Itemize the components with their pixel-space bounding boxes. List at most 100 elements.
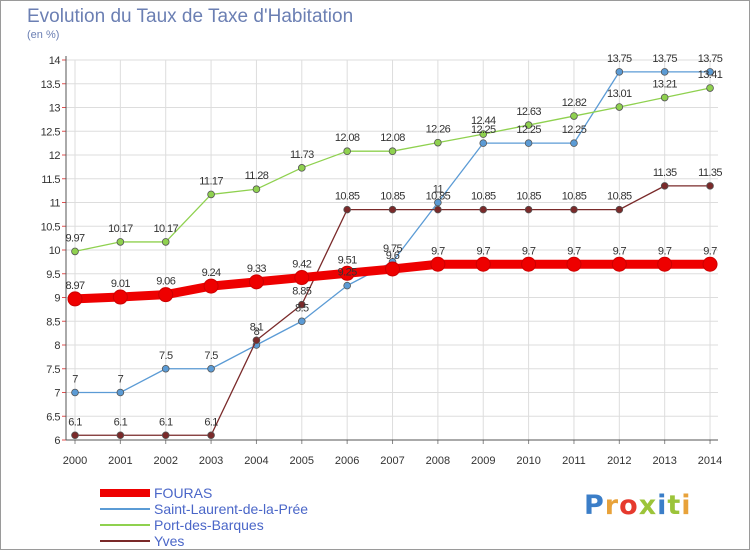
data-label-saint-laurent: 7 (72, 374, 78, 386)
y-tick-label: 6.5 (46, 411, 60, 423)
data-point-fouras (294, 270, 310, 286)
data-label-fouras: 9.06 (156, 276, 175, 288)
data-label-port-des-barques: 13.21 (652, 79, 677, 91)
data-label-port-des-barques: 11.28 (245, 170, 269, 182)
data-point-fouras (521, 256, 537, 272)
data-point-port-des-barques (297, 164, 306, 172)
data-label-port-des-barques: 12.08 (380, 132, 405, 144)
y-tick-label: 13.5 (41, 79, 61, 91)
data-point-fouras (158, 287, 174, 303)
data-label-port-des-barques: 12.08 (335, 132, 360, 144)
data-point-yves (252, 336, 261, 345)
legend-label-port-des-barques: Port-des-Barques (154, 517, 264, 533)
legend-swatch-port-des-barques (100, 524, 150, 526)
data-label-yves: 10.85 (380, 191, 405, 203)
data-point-yves (706, 182, 714, 190)
data-point-port-des-barques (615, 103, 624, 111)
y-tick-label: 12.5 (41, 126, 61, 138)
data-label-yves: 11.35 (698, 167, 722, 179)
y-tick-label: 10 (49, 245, 61, 257)
data-label-saint-laurent: 7 (118, 374, 124, 386)
data-point-port-des-barques (252, 185, 261, 194)
y-tick-label: 9 (54, 293, 60, 305)
y-tick-label: 7.5 (46, 364, 60, 376)
data-point-yves (615, 205, 624, 214)
data-point-port-des-barques (660, 93, 669, 102)
data-label-yves: 10.85 (562, 191, 587, 203)
data-label-port-des-barques: 13.01 (607, 88, 632, 100)
data-point-fouras (203, 278, 219, 294)
y-tick-label: 8.5 (46, 316, 60, 328)
data-label-port-des-barques: 10.17 (108, 223, 133, 235)
data-point-saint-laurent (479, 139, 488, 147)
data-point-saint-laurent (297, 317, 306, 326)
data-label-yves: 10.85 (426, 191, 451, 203)
data-point-fouras (702, 256, 718, 272)
data-label-saint-laurent: 12.25 (471, 124, 496, 136)
x-tick-label: 2009 (471, 455, 495, 467)
data-point-saint-laurent (71, 388, 79, 397)
x-tick-label: 2013 (652, 455, 676, 467)
data-label-saint-laurent: 7.5 (204, 350, 218, 362)
y-tick-label: 8 (54, 340, 60, 352)
logo-letter: r (604, 490, 620, 521)
legend-swatch-saint-laurent (100, 508, 150, 510)
data-label-saint-laurent: 13.75 (698, 53, 723, 65)
logo-letter: t (667, 490, 682, 521)
data-point-fouras (112, 289, 128, 305)
data-label-port-des-barques: 10.17 (153, 223, 178, 235)
data-label-port-des-barques: 11.17 (199, 175, 223, 187)
data-label-fouras: 9.24 (202, 267, 221, 279)
data-label-saint-laurent: 12.25 (562, 124, 587, 136)
data-label-port-des-barques: 12.44 (471, 115, 496, 127)
data-label-saint-laurent: 7.5 (159, 350, 173, 362)
x-tick-label: 2005 (290, 455, 314, 467)
data-label-fouras: 9.7 (703, 245, 717, 257)
data-label-fouras: 9.33 (247, 263, 266, 275)
data-point-port-des-barques (116, 238, 125, 246)
data-point-yves (297, 300, 306, 309)
data-label-fouras: 9.7 (522, 245, 536, 257)
data-point-saint-laurent (161, 364, 170, 373)
data-label-saint-laurent: 9.25 (338, 267, 357, 279)
data-point-saint-laurent (116, 388, 125, 397)
y-tick-label: 11 (50, 198, 61, 210)
data-point-yves (524, 205, 533, 214)
data-point-yves (161, 431, 170, 440)
data-point-saint-laurent (615, 68, 624, 76)
x-tick-label: 2004 (244, 455, 268, 467)
data-point-port-des-barques (570, 112, 578, 120)
logo-letter: P (584, 490, 605, 521)
data-point-saint-laurent (207, 364, 215, 373)
proxiti-logo: Proxiti (584, 490, 692, 521)
data-label-fouras: 9.7 (658, 245, 672, 257)
x-tick-label: 2006 (335, 455, 359, 467)
data-point-saint-laurent (570, 139, 578, 147)
data-label-fouras: 9.01 (111, 278, 130, 290)
data-label-yves: 10.85 (335, 191, 360, 203)
data-label-port-des-barques: 11.73 (290, 149, 314, 161)
x-tick-label: 2010 (516, 455, 540, 467)
data-point-yves (434, 205, 442, 214)
y-tick-label: 13 (49, 103, 61, 115)
x-tick-label: 2014 (698, 455, 722, 467)
data-point-yves (116, 431, 125, 440)
data-point-yves (660, 182, 669, 190)
data-point-port-des-barques (161, 238, 170, 246)
data-label-yves: 11.35 (653, 167, 677, 179)
data-point-fouras (566, 256, 582, 272)
data-point-port-des-barques (343, 147, 351, 156)
data-label-saint-laurent: 12.25 (516, 124, 541, 136)
chart-subtitle: (en %) (27, 29, 60, 41)
data-point-port-des-barques (434, 138, 442, 147)
data-point-yves (388, 205, 397, 214)
data-label-saint-laurent: 8.5 (295, 302, 309, 314)
data-label-port-des-barques: 13.41 (698, 69, 723, 81)
y-tick-label: 12 (49, 150, 61, 162)
data-label-port-des-barques: 12.82 (562, 97, 587, 109)
data-point-yves (343, 205, 351, 214)
data-point-port-des-barques (71, 247, 79, 256)
data-label-saint-laurent: 13.75 (607, 53, 632, 65)
data-label-fouras: 9.7 (476, 245, 490, 257)
